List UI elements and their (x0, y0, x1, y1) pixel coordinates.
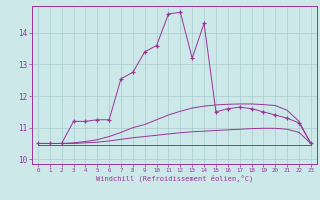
X-axis label: Windchill (Refroidissement éolien,°C): Windchill (Refroidissement éolien,°C) (96, 175, 253, 182)
